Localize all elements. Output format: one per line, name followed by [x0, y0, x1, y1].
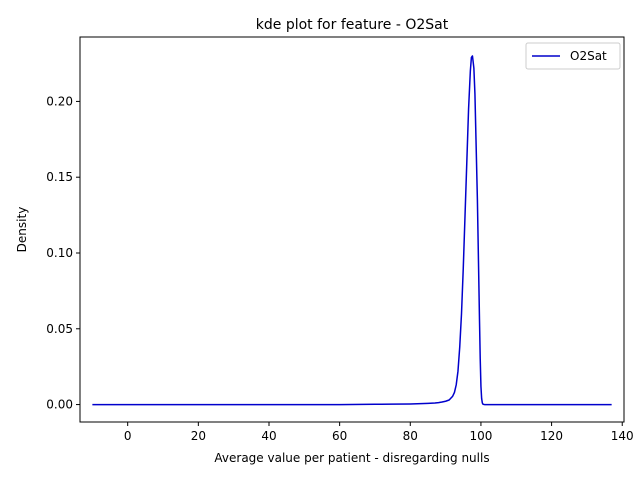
x-tick-label: 140 — [611, 429, 634, 443]
legend: O2Sat — [525, 42, 621, 70]
x-tick-label: 120 — [540, 429, 563, 443]
legend-label-o2sat: O2Sat — [570, 49, 607, 63]
x-tick-label: 100 — [469, 429, 492, 443]
y-tick-label: 0.10 — [46, 246, 73, 260]
x-tick-label: 20 — [191, 429, 206, 443]
x-tick-label: 40 — [261, 429, 276, 443]
x-tick-label: 60 — [332, 429, 347, 443]
legend-box — [525, 42, 621, 70]
y-axis-label: Density — [15, 207, 29, 253]
x-tick-label: 0 — [124, 429, 132, 443]
axes-frame — [79, 36, 625, 423]
y-tick-label: 0.15 — [46, 170, 73, 184]
x-axis-label: Average value per patient - disregarding… — [214, 451, 489, 465]
y-tick-label: 0.20 — [46, 94, 73, 108]
series-line-o2sat — [92, 55, 612, 406]
y-tick-label: 0.05 — [46, 322, 73, 336]
x-tick-label: 80 — [403, 429, 418, 443]
y-tick-label: 0.00 — [46, 398, 73, 412]
plot-area: 0 20 40 60 80 100 120 140 0.00 0.05 0.10 0.15 0.20 — [46, 36, 634, 443]
chart-title: kde plot for feature - O2Sat — [256, 17, 449, 33]
